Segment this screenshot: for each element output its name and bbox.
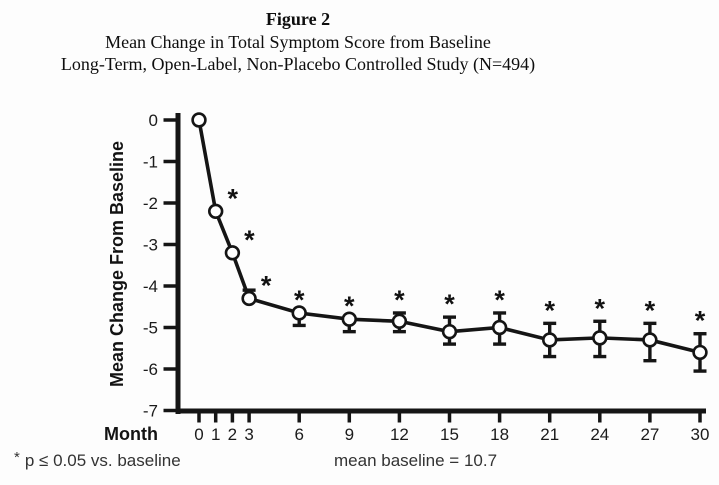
x-tick	[230, 413, 235, 423]
data-point-marker-month-2	[224, 245, 241, 261]
x-tick-label: 0	[194, 425, 203, 444]
significance-asterisk: *	[595, 293, 606, 323]
x-tick	[247, 413, 251, 423]
x-tick-label: 3	[244, 425, 253, 444]
significance-asterisk: *	[544, 295, 555, 325]
x-tick-label: 30	[691, 425, 710, 444]
x-tick	[547, 413, 552, 423]
mean-baseline-note: mean baseline = 10.7	[334, 451, 498, 470]
data-point-marker-month-30	[692, 344, 708, 361]
data-point-marker-month-15	[441, 323, 458, 340]
data-point-marker-month-1	[208, 203, 224, 220]
data-point-marker-month-9	[341, 311, 357, 327]
data-point-marker-month-3	[241, 290, 257, 307]
x-tick	[497, 413, 502, 423]
x-tick	[447, 413, 452, 423]
significance-asterisk: *	[227, 183, 238, 213]
significance-footnote: * p ≤ 0.05 vs. baseline	[14, 449, 181, 471]
y-tick	[163, 408, 176, 413]
significance-asterisk: *	[645, 295, 656, 325]
x-tick-label: 6	[294, 425, 303, 444]
y-tick	[163, 242, 176, 247]
x-tick-label: 18	[490, 425, 509, 444]
x-tick	[698, 413, 702, 423]
significance-asterisk: *	[344, 291, 355, 321]
data-point-marker-month-6	[291, 305, 307, 321]
x-tick	[347, 413, 352, 423]
significance-asterisk: *	[294, 285, 305, 315]
significance-asterisk: *	[244, 225, 255, 255]
significance-asterisk: *	[494, 285, 505, 315]
y-tick-label: 0	[149, 111, 158, 130]
significance-asterisk: *	[695, 306, 706, 336]
x-tick	[297, 413, 301, 423]
significance-asterisk: *	[261, 270, 272, 300]
x-tick-label: 12	[390, 425, 409, 444]
x-tick-label: 21	[540, 425, 559, 444]
figure-title-block: Figure 2 Mean Change in Total Symptom Sc…	[0, 8, 596, 76]
figure-subtitle-line1: Mean Change in Total Symptom Score from …	[105, 31, 491, 52]
y-tick	[163, 325, 176, 330]
x-tick	[213, 413, 218, 423]
y-tick	[163, 159, 176, 164]
y-tick-label: -1	[143, 153, 158, 172]
y-axis-title: Mean Change From Baseline	[107, 141, 127, 387]
y-tick	[163, 201, 176, 205]
significance-asterisk: *	[394, 285, 405, 315]
y-tick-label: -7	[143, 402, 158, 421]
y-tick-label: -5	[143, 319, 158, 338]
x-tick	[648, 413, 652, 423]
x-tick-label: 2	[228, 425, 237, 444]
y-tick	[163, 284, 176, 288]
significance-asterisk: *	[444, 289, 455, 319]
y-tick-label: -2	[143, 194, 158, 213]
significance-marker: *	[14, 449, 20, 466]
x-tick	[197, 413, 201, 423]
y-tick-label: -6	[143, 360, 158, 379]
y-tick-label: -3	[143, 236, 158, 255]
x-tick-label: 1	[211, 425, 220, 444]
x-tick-label: 24	[590, 425, 609, 444]
y-tick	[163, 367, 176, 371]
x-tick-label: 9	[345, 425, 354, 444]
x-axis-line	[175, 408, 706, 414]
y-tick-label: -4	[143, 277, 158, 296]
data-point-marker-month-27	[642, 332, 658, 348]
data-point-marker-month-21	[541, 332, 558, 348]
x-tick	[397, 413, 402, 423]
figure-label: Figure 2	[265, 9, 331, 29]
figure-subtitle-line2: Long-Term, Open-Label, Non-Placebo Contr…	[60, 54, 536, 74]
x-tick-label: 15	[440, 425, 459, 444]
y-axis-line	[175, 113, 181, 414]
data-point-marker-month-12	[391, 313, 408, 329]
x-tick-label: 27	[640, 425, 659, 444]
data-point-marker-month-24	[592, 330, 608, 346]
y-tick	[163, 118, 176, 122]
data-point-marker-month-0	[191, 112, 207, 128]
x-tick	[598, 413, 602, 423]
significance-text: p ≤ 0.05 vs. baseline	[24, 451, 181, 470]
x-axis-title: Month	[104, 424, 158, 444]
data-point-marker-month-18	[491, 319, 508, 336]
